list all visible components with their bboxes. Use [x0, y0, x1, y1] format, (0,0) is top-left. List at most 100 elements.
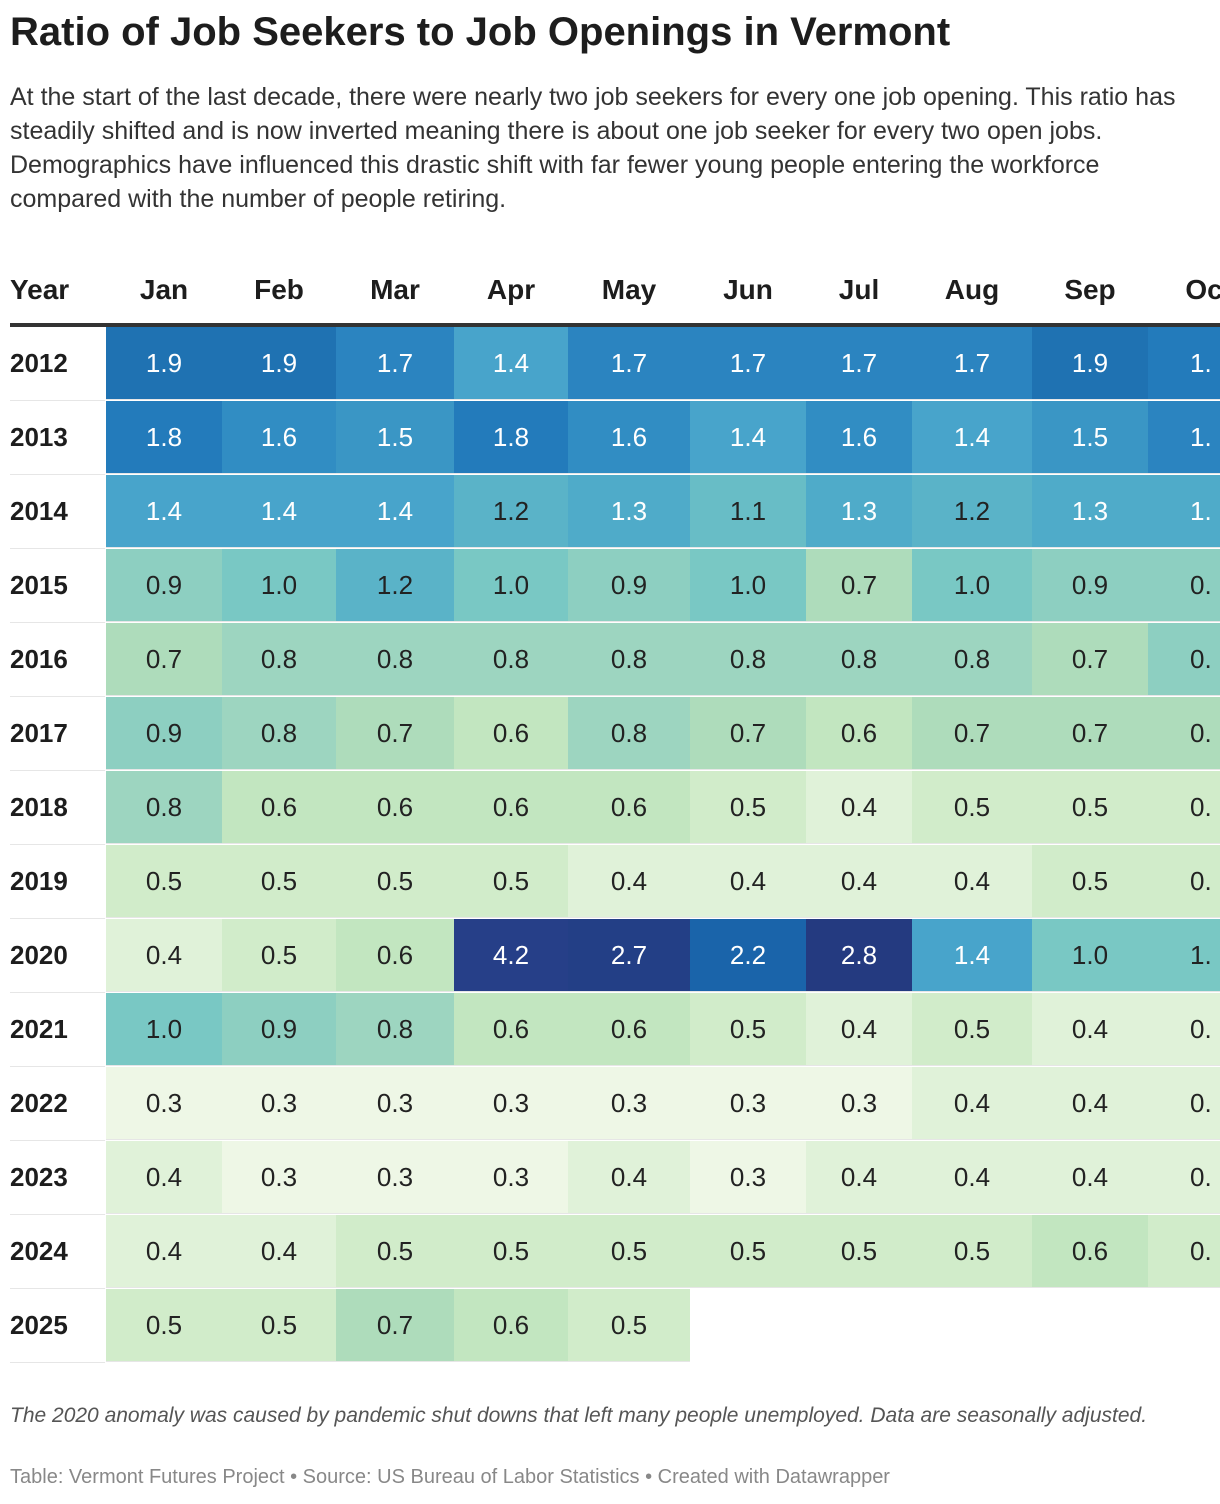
value-cell: 1.5 — [336, 401, 454, 474]
value-cell: 1.4 — [690, 401, 806, 474]
value-cell: 0.6 — [336, 919, 454, 992]
value-cell: 0.4 — [806, 993, 912, 1066]
value-cell: 0.5 — [1032, 845, 1148, 918]
value-cell: 1.1 — [690, 475, 806, 548]
value-cell: 0.3 — [106, 1067, 222, 1140]
value-cell: 1.2 — [912, 475, 1032, 548]
value-cell: 0.8 — [568, 623, 690, 696]
header-rule — [10, 323, 1220, 327]
value-cell: 0.4 — [106, 1215, 222, 1288]
value-cell: 0. — [1148, 1141, 1220, 1214]
value-cell: 0.9 — [568, 549, 690, 622]
value-cell: 0.8 — [568, 697, 690, 770]
value-cell: 1.7 — [336, 327, 454, 400]
value-cell: 1.7 — [912, 327, 1032, 400]
value-cell: 0. — [1148, 845, 1220, 918]
value-cell: 1.6 — [222, 401, 336, 474]
source: Table: Vermont Futures Project • Source:… — [10, 1466, 890, 1488]
value-cell: 0.6 — [336, 771, 454, 844]
value-cell: 0.3 — [568, 1067, 690, 1140]
value-cell: 0.3 — [690, 1067, 806, 1140]
value-cell: 1.2 — [454, 475, 568, 548]
value-cell: 0.5 — [690, 1215, 806, 1288]
value-cell: 0.3 — [336, 1067, 454, 1140]
value-cell: 0.7 — [806, 549, 912, 622]
value-cell: 1.6 — [806, 401, 912, 474]
value-cell: 0.7 — [336, 697, 454, 770]
column-header: Mar — [370, 274, 420, 305]
value-cell: 1.0 — [454, 549, 568, 622]
value-cell: 1.9 — [222, 327, 336, 400]
value-cell: 0.4 — [806, 845, 912, 918]
value-cell: 0.8 — [806, 623, 912, 696]
value-cell: 0.3 — [222, 1067, 336, 1140]
value-cell: 0.8 — [336, 993, 454, 1066]
row-year: 2019 — [10, 845, 105, 919]
value-cell: 1.7 — [568, 327, 690, 400]
column-header: Jul — [838, 274, 880, 305]
value-cell: 0.4 — [806, 1141, 912, 1214]
value-cell: 1.7 — [806, 327, 912, 400]
value-cell: 1.2 — [336, 549, 454, 622]
value-cell: 0.7 — [690, 697, 806, 770]
value-cell: 1.8 — [106, 401, 222, 474]
row-year: 2016 — [10, 623, 105, 697]
value-cell: 1.8 — [454, 401, 568, 474]
value-cell: 1.3 — [1032, 475, 1148, 548]
row-year: 2024 — [10, 1215, 105, 1289]
value-cell: 0.4 — [568, 1141, 690, 1214]
value-cell: 1.3 — [806, 475, 912, 548]
value-cell: 0.7 — [106, 623, 222, 696]
value-cell: 0.7 — [912, 697, 1032, 770]
value-cell: 0.4 — [106, 919, 222, 992]
value-cell: 0.6 — [454, 697, 568, 770]
value-cell: 0.5 — [912, 1215, 1032, 1288]
value-cell: 0.5 — [912, 993, 1032, 1066]
row-year: 2015 — [10, 549, 105, 623]
value-cell: 0.8 — [336, 623, 454, 696]
value-cell: 0.9 — [106, 549, 222, 622]
value-cell: 0.5 — [222, 845, 336, 918]
value-cell: 0.8 — [454, 623, 568, 696]
value-cell: 0.4 — [806, 771, 912, 844]
value-cell: 0.4 — [568, 845, 690, 918]
row-year: 2021 — [10, 993, 105, 1067]
note: The 2020 anomaly was caused by pandemic … — [10, 1404, 1148, 1427]
value-cell: 0.4 — [912, 845, 1032, 918]
value-cell: 1. — [1148, 327, 1220, 400]
value-cell: 0.5 — [1032, 771, 1148, 844]
value-cell: 1.4 — [336, 475, 454, 548]
row-year: 2012 — [10, 327, 105, 401]
row-year: 2013 — [10, 401, 105, 475]
value-cell: 0. — [1148, 549, 1220, 622]
value-cell: 0.4 — [912, 1141, 1032, 1214]
value-cell: 1.7 — [690, 327, 806, 400]
row-year: 2020 — [10, 919, 105, 993]
row-year: 2023 — [10, 1141, 105, 1215]
value-cell: 0.5 — [106, 845, 222, 918]
value-cell: 1.0 — [912, 549, 1032, 622]
value-cell: 0. — [1148, 1067, 1220, 1140]
value-cell: 0.4 — [222, 1215, 336, 1288]
column-header: Aug — [944, 274, 1000, 305]
value-cell: 0.3 — [222, 1141, 336, 1214]
value-cell: 0.6 — [454, 993, 568, 1066]
value-cell: 0.6 — [568, 993, 690, 1066]
row-year: 2017 — [10, 697, 105, 771]
value-cell: 0.5 — [336, 845, 454, 918]
value-cell: 0.8 — [690, 623, 806, 696]
value-cell: 0.5 — [106, 1289, 222, 1362]
value-cell: 0.5 — [454, 845, 568, 918]
value-cell: 0.5 — [568, 1215, 690, 1288]
value-cell: 0.5 — [912, 771, 1032, 844]
value-cell: 0. — [1148, 623, 1220, 696]
value-cell: 0.4 — [912, 1067, 1032, 1140]
value-cell: 0.8 — [222, 697, 336, 770]
title: Ratio of Job Seekers to Job Openings in … — [10, 10, 951, 54]
value-cell: 0.3 — [336, 1141, 454, 1214]
value-cell: 0.6 — [568, 771, 690, 844]
value-cell: 0.4 — [1032, 1067, 1148, 1140]
value-cell: 0.5 — [690, 993, 806, 1066]
value-cell: 0.5 — [336, 1215, 454, 1288]
